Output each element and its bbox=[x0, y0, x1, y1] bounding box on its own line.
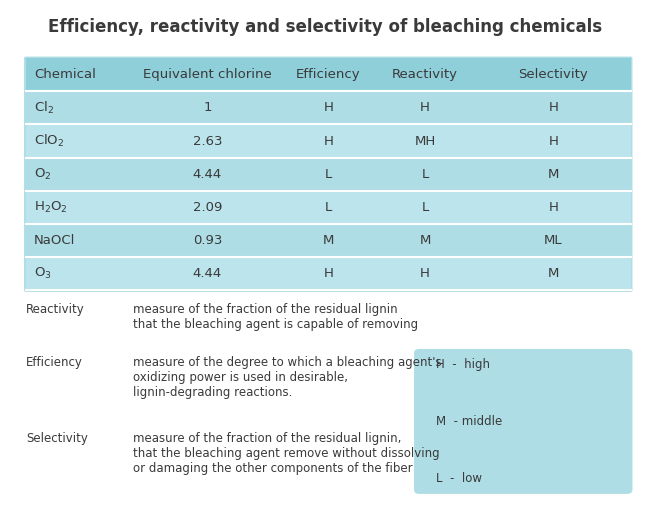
Text: 0.93: 0.93 bbox=[192, 234, 222, 247]
Text: 4.44: 4.44 bbox=[192, 168, 222, 181]
Bar bbox=[26, 158, 630, 191]
Text: measure of the fraction of the residual lignin,
that the bleaching agent remove : measure of the fraction of the residual … bbox=[133, 432, 440, 475]
Text: M: M bbox=[322, 234, 334, 247]
Text: O$_2$: O$_2$ bbox=[34, 167, 51, 182]
Text: 4.44: 4.44 bbox=[192, 267, 222, 280]
Text: Selectivity: Selectivity bbox=[519, 68, 588, 81]
Text: H: H bbox=[323, 134, 333, 147]
Text: Reactivity: Reactivity bbox=[392, 68, 458, 81]
Text: M: M bbox=[548, 267, 559, 280]
Text: measure of the fraction of the residual lignin
that the bleaching agent is capab: measure of the fraction of the residual … bbox=[133, 303, 419, 331]
Bar bbox=[26, 257, 630, 290]
FancyBboxPatch shape bbox=[24, 57, 632, 292]
Text: 2.09: 2.09 bbox=[192, 201, 222, 214]
Text: H: H bbox=[420, 267, 430, 280]
Text: MH: MH bbox=[414, 134, 436, 147]
Text: Cl$_2$: Cl$_2$ bbox=[34, 100, 54, 116]
Text: H: H bbox=[323, 267, 333, 280]
Text: 2.63: 2.63 bbox=[192, 134, 222, 147]
Text: M: M bbox=[548, 168, 559, 181]
Text: Efficiency, reactivity and selectivity of bleaching chemicals: Efficiency, reactivity and selectivity o… bbox=[48, 18, 602, 36]
Text: H$_2$O$_2$: H$_2$O$_2$ bbox=[34, 200, 68, 215]
Text: Selectivity: Selectivity bbox=[26, 432, 88, 445]
Text: NaOCl: NaOCl bbox=[34, 234, 75, 247]
Text: L: L bbox=[421, 201, 428, 214]
Text: H: H bbox=[323, 102, 333, 114]
Text: Reactivity: Reactivity bbox=[26, 303, 84, 316]
Text: M  - middle: M - middle bbox=[436, 415, 502, 428]
Text: M: M bbox=[419, 234, 431, 247]
Text: L: L bbox=[324, 168, 332, 181]
Text: L: L bbox=[421, 168, 428, 181]
Text: Efficiency: Efficiency bbox=[296, 68, 361, 81]
Bar bbox=[26, 191, 630, 224]
FancyBboxPatch shape bbox=[26, 58, 630, 91]
Text: measure of the degree to which a bleaching agent's
oxidizing power is used in de: measure of the degree to which a bleachi… bbox=[133, 356, 442, 398]
Text: H  -  high: H - high bbox=[436, 358, 489, 371]
Bar bbox=[26, 91, 630, 124]
Text: H: H bbox=[549, 102, 558, 114]
Text: Chemical: Chemical bbox=[34, 68, 96, 81]
Text: H: H bbox=[549, 134, 558, 147]
FancyBboxPatch shape bbox=[414, 349, 632, 494]
Bar bbox=[26, 124, 630, 158]
Text: ClO$_2$: ClO$_2$ bbox=[34, 133, 64, 149]
Text: 1: 1 bbox=[203, 102, 212, 114]
Text: L  -  low: L - low bbox=[436, 472, 482, 485]
Text: H: H bbox=[549, 201, 558, 214]
Text: Efficiency: Efficiency bbox=[26, 356, 83, 369]
Text: L: L bbox=[324, 201, 332, 214]
Text: Equivalent chlorine: Equivalent chlorine bbox=[143, 68, 272, 81]
Text: ML: ML bbox=[544, 234, 563, 247]
Bar bbox=[26, 224, 630, 257]
Text: O$_3$: O$_3$ bbox=[34, 266, 51, 281]
Text: H: H bbox=[420, 102, 430, 114]
